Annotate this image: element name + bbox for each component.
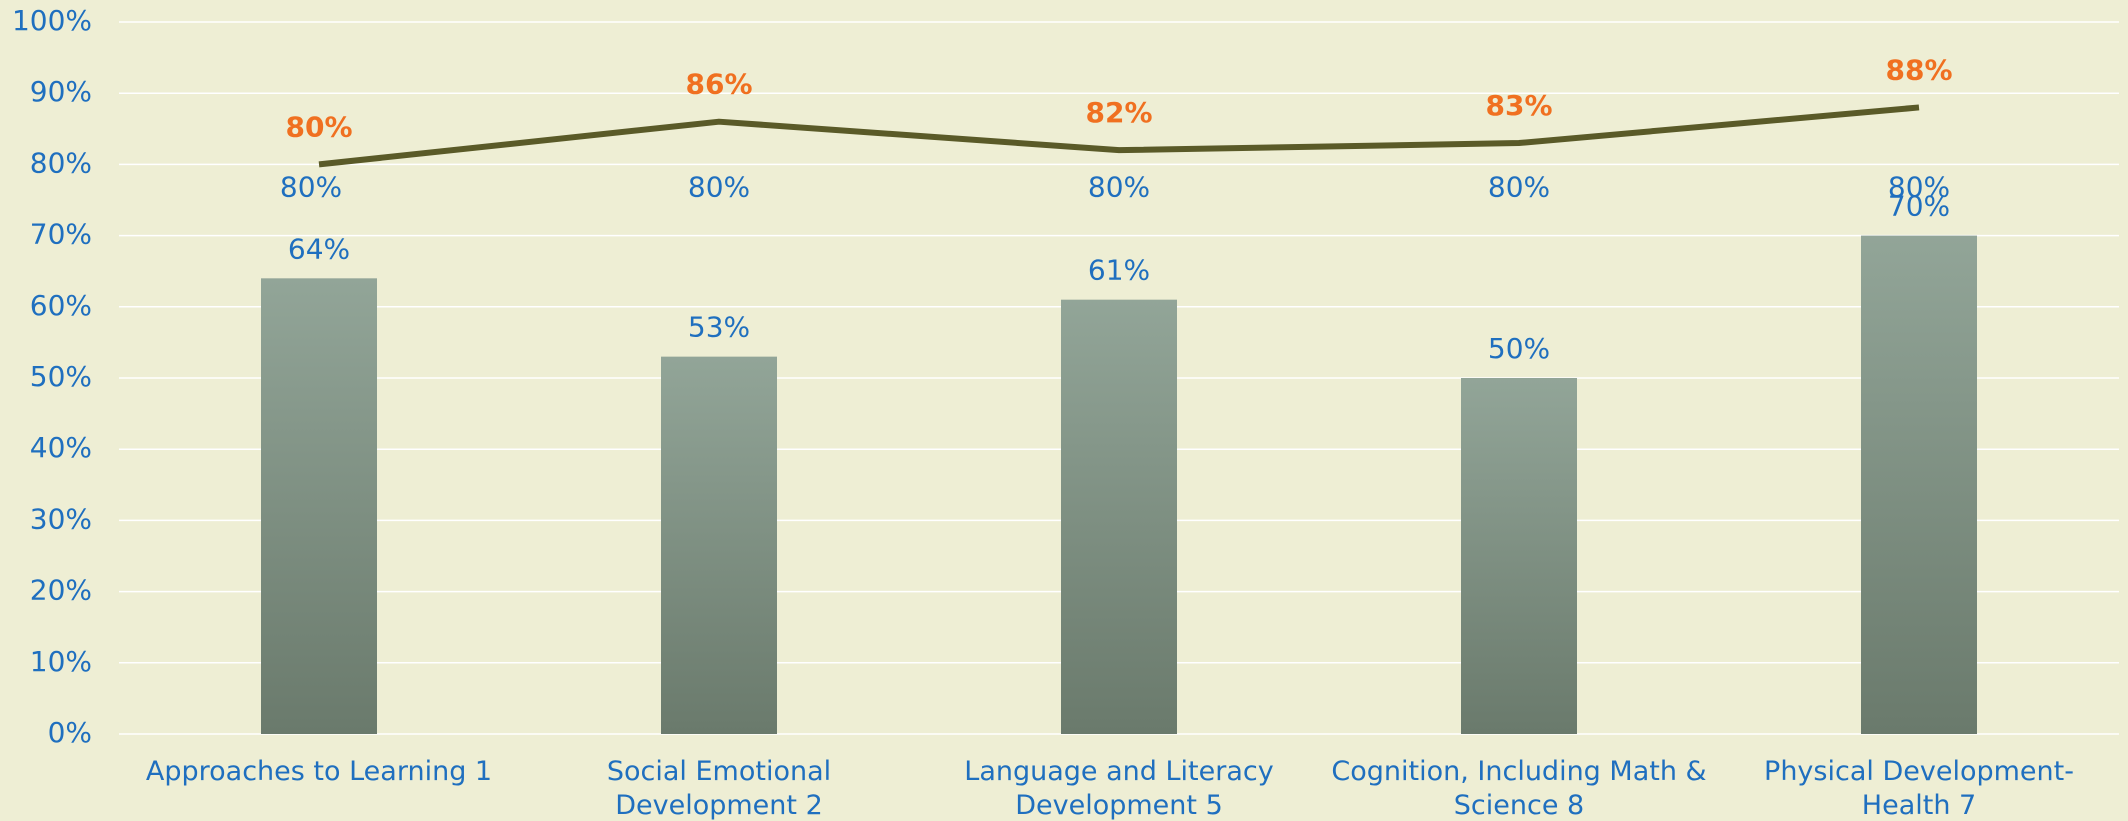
y-tick-label: 20%: [30, 574, 92, 607]
data-label: 50%: [1488, 332, 1550, 365]
x-tick-label: Language and Literacy Development 5: [964, 756, 1274, 821]
line: [318, 104, 1920, 168]
data-label: 80%: [1088, 170, 1150, 203]
bar: [1061, 299, 1177, 734]
x-tick-label: Cognition, Including Math & Science 8: [1331, 756, 1707, 821]
data-label: 80%: [688, 170, 750, 203]
data-label: 83%: [1485, 89, 1552, 122]
y-tick-label: 50%: [30, 360, 92, 393]
x-tick-label: Social Emotional Development 2: [606, 756, 832, 821]
data-label: 86%: [685, 68, 752, 101]
y-tick-label: 10%: [30, 645, 92, 678]
bar: [661, 356, 777, 734]
y-tick-label: 100%: [12, 4, 92, 37]
data-label: 64%: [288, 232, 350, 265]
bar: [1861, 235, 1977, 734]
data-label: 70%: [1888, 190, 1950, 223]
data-label: 80%: [1888, 170, 1950, 203]
y-tick-label: 30%: [30, 502, 92, 535]
data-label: 80%: [285, 110, 352, 143]
bar: [1461, 378, 1577, 734]
data-label: 82%: [1085, 96, 1152, 129]
data-label: 80%: [280, 170, 342, 203]
y-tick-label: 90%: [30, 75, 92, 108]
y-tick-label: 0%: [48, 716, 92, 749]
data-label: 88%: [1885, 53, 1952, 86]
x-tick-label: Physical Development- Health 7: [1764, 756, 2074, 821]
y-tick-label: 80%: [30, 146, 92, 179]
data-label: 53%: [688, 311, 750, 344]
x-tick-label: Approaches to Learning 1: [145, 756, 493, 787]
data-label: 61%: [1088, 254, 1150, 287]
data-label: 80%: [1488, 170, 1550, 203]
y-tick-label: 70%: [30, 218, 92, 251]
y-tick-label: 60%: [30, 289, 92, 322]
bar: [261, 278, 377, 734]
y-tick-label: 40%: [30, 431, 92, 464]
